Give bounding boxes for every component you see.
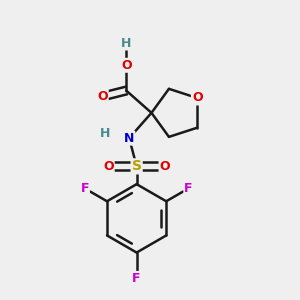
Text: F: F	[80, 182, 89, 195]
Text: O: O	[97, 90, 108, 103]
Text: N: N	[124, 132, 134, 145]
Text: O: O	[103, 160, 114, 173]
Text: H: H	[100, 127, 111, 140]
Text: H: H	[121, 37, 131, 50]
Text: O: O	[160, 160, 170, 173]
Text: S: S	[132, 159, 142, 173]
Text: F: F	[184, 182, 193, 195]
Text: F: F	[132, 272, 141, 285]
Text: O: O	[121, 59, 131, 72]
Text: O: O	[192, 92, 202, 104]
